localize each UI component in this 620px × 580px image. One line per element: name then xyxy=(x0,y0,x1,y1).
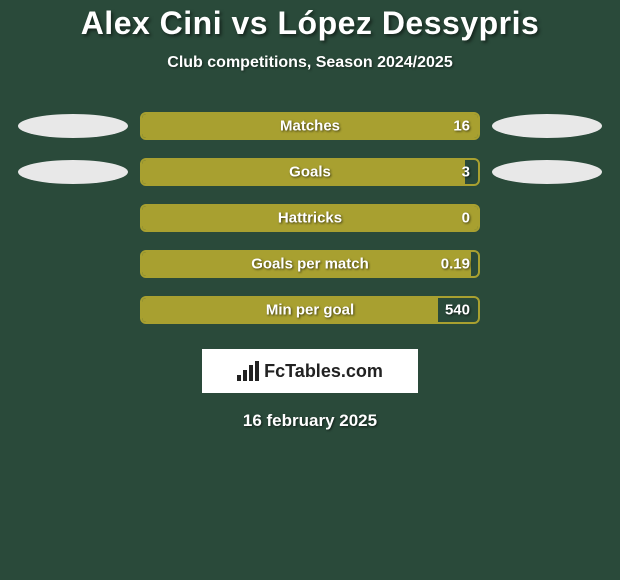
player-left-ellipse xyxy=(18,114,128,138)
stat-label: Goals xyxy=(289,164,331,181)
brand-badge[interactable]: FcTables.com xyxy=(202,349,418,393)
stat-bar: Goals 3 xyxy=(140,158,480,186)
stat-value: 540 xyxy=(445,302,470,319)
stat-bar: Min per goal 540 xyxy=(140,296,480,324)
stat-label: Hattricks xyxy=(278,210,342,227)
stats-card: Alex Cini vs López Dessypris Club compet… xyxy=(0,0,620,431)
stat-label: Matches xyxy=(280,118,340,135)
stat-row: Goals 3 xyxy=(0,158,620,186)
stat-row: Matches 16 xyxy=(0,112,620,140)
stat-value: 16 xyxy=(453,118,470,135)
stats-rows: Matches 16 Goals 3 Hattricks 0 Goals per match… xyxy=(0,112,620,324)
bar-chart-icon xyxy=(237,361,261,381)
stat-row: Goals per match 0.19 xyxy=(0,250,620,278)
stat-value: 0.19 xyxy=(441,256,470,273)
snapshot-date: 16 february 2025 xyxy=(0,411,620,431)
stat-bar: Hattricks 0 xyxy=(140,204,480,232)
stat-value: 0 xyxy=(462,210,470,227)
player-right-ellipse xyxy=(492,160,602,184)
stat-bar: Matches 16 xyxy=(140,112,480,140)
stat-bar: Goals per match 0.19 xyxy=(140,250,480,278)
player-left-ellipse xyxy=(18,160,128,184)
stat-label: Min per goal xyxy=(266,302,354,319)
stat-row: Hattricks 0 xyxy=(0,204,620,232)
page-title: Alex Cini vs López Dessypris xyxy=(0,5,620,42)
stat-value: 3 xyxy=(462,164,470,181)
player-right-ellipse xyxy=(492,114,602,138)
page-subtitle: Club competitions, Season 2024/2025 xyxy=(0,54,620,72)
brand-text: FcTables.com xyxy=(264,361,383,382)
stat-row: Min per goal 540 xyxy=(0,296,620,324)
stat-label: Goals per match xyxy=(251,256,369,273)
